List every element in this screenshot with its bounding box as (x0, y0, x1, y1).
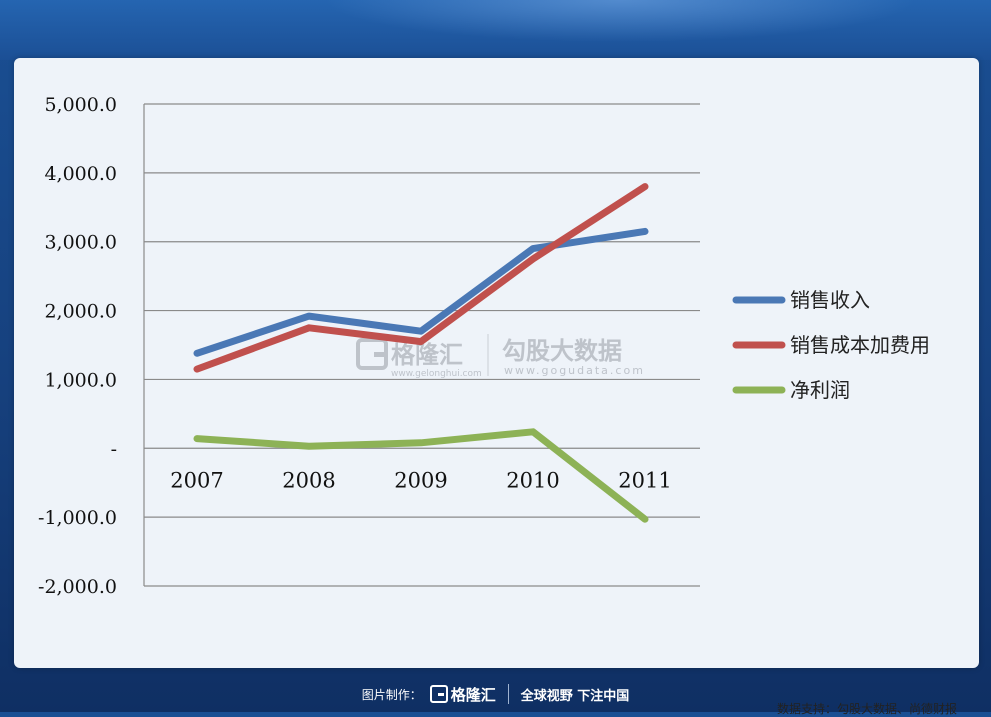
line-chart: 5,000.0 4,000.0 3,000.0 2,000.0 1,000.0 - -1,0… (14, 58, 979, 668)
x-tick-label: 2010 (506, 468, 559, 492)
footer-divider (508, 684, 509, 704)
series-line (197, 231, 645, 353)
x-tick-label: 2009 (394, 468, 447, 492)
footer-slogan: 全球视野 下注中国 (521, 685, 630, 704)
y-tick-label: 4,000.0 (44, 163, 117, 185)
footer-logo-text: 格隆汇 (451, 684, 496, 705)
chart-panel: 5,000.0 4,000.0 3,000.0 2,000.0 1,000.0 - -1,0… (14, 58, 979, 668)
watermark-partner: 勾股大数据 (502, 337, 622, 365)
legend-label: 销售收入 (790, 288, 870, 312)
y-tick-label: 1,000.0 (44, 369, 117, 391)
x-tick-label: 2007 (170, 468, 223, 492)
y-tick-label: 5,000.0 (44, 94, 117, 116)
y-tick-label: -1,000.0 (38, 507, 117, 529)
watermark-brand-url: www.gelonghui.com (391, 369, 482, 379)
x-tick-label: 2008 (282, 468, 335, 492)
footer-logo: 格隆汇 (430, 684, 496, 705)
watermark-partner-url: www.gogudata.com (504, 364, 645, 377)
legend-label: 净利润 (790, 378, 850, 402)
watermark-brand: 格隆汇 (391, 341, 463, 369)
y-tick-label: - (111, 438, 117, 460)
gelonghui-logo-icon (358, 340, 386, 368)
footer: 图片制作： 格隆汇 全球视野 下注中国 (0, 676, 991, 712)
x-tick-label: 2011 (618, 468, 671, 492)
footer-made-by: 图片制作： (362, 686, 422, 703)
header-band (0, 0, 991, 60)
y-tick-label: 2,000.0 (44, 301, 117, 323)
y-axis-ticks: 5,000.0 4,000.0 3,000.0 2,000.0 1,000.0 - -1,0… (38, 94, 117, 598)
legend-label: 销售成本加费用 (790, 333, 930, 357)
gelonghui-g-icon (430, 685, 448, 703)
y-tick-label: 3,000.0 (44, 232, 117, 254)
y-tick-label: -2,000.0 (38, 576, 117, 598)
